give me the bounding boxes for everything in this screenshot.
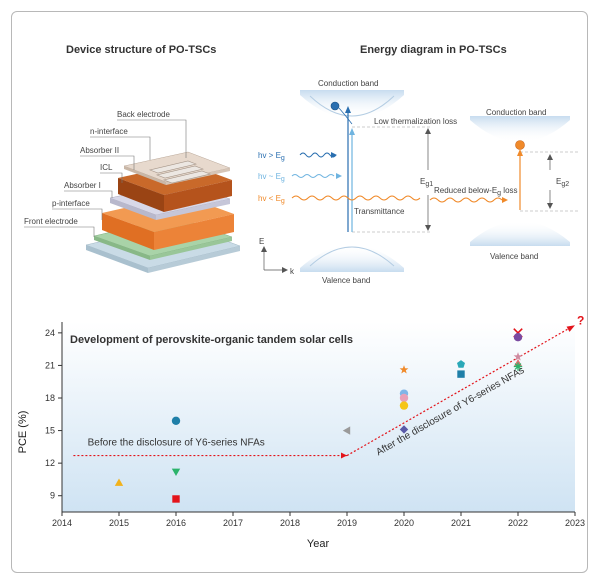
hv-greater-label: hv > Eg <box>258 151 285 162</box>
eg1-label: Eg1 <box>420 177 433 188</box>
label-icl: ICL <box>100 163 113 172</box>
x-tick-label: 2019 <box>337 518 357 528</box>
data-point-diamond <box>399 425 409 434</box>
x-tick-label: 2023 <box>565 518 585 528</box>
right-valence-band <box>470 221 570 246</box>
y-tick-label: 18 <box>45 393 55 403</box>
right-conduction-band <box>470 116 570 142</box>
label-n-interface: n-interface <box>90 127 128 136</box>
device-stack <box>85 151 241 273</box>
vb-left-label: Valence band <box>322 276 370 285</box>
x-tick-label: 2017 <box>223 518 243 528</box>
x-tick-label: 2018 <box>280 518 300 528</box>
data-point-circle <box>399 401 409 410</box>
data-point-circle <box>513 333 523 342</box>
label-p-interface: p-interface <box>52 199 90 208</box>
energy-title: Energy diagram in PO-TSCs <box>360 44 507 56</box>
electron-hot <box>330 101 340 111</box>
data-point-pentagon <box>457 360 465 368</box>
low-thermalization-label: Low thermalization loss <box>374 117 457 126</box>
x-tick-label: 2022 <box>508 518 528 528</box>
upper-panels: Back electrode n-interface Absorber II I… <box>24 79 580 285</box>
x-tick-label: 2020 <box>394 518 414 528</box>
data-point-triangle-left <box>342 426 351 435</box>
data-point-triangle-down <box>171 468 181 477</box>
label-absorber-i: Absorber I <box>64 181 101 190</box>
y-tick-label: 15 <box>45 426 55 436</box>
eg2-label: Eg2 <box>556 177 569 188</box>
left-conduction-band <box>300 90 404 119</box>
trend-after-line <box>346 326 572 457</box>
hv-approx-label: hv ~ Eg <box>258 172 285 183</box>
data-point-triangle-up <box>114 478 124 486</box>
data-point-star <box>399 365 409 374</box>
y-axis-label: PCE (%) <box>17 411 29 454</box>
cb-right-label: Conduction band <box>486 108 547 117</box>
left-valence-band <box>300 245 404 272</box>
x-tick-label: 2021 <box>451 518 471 528</box>
plot-background <box>62 322 575 512</box>
x-tick-label: 2016 <box>166 518 186 528</box>
y-tick-label: 24 <box>45 328 55 338</box>
data-point-square <box>457 370 465 378</box>
data-points <box>114 328 523 503</box>
axis-e-label: E <box>259 237 264 246</box>
chart-title: Development of perovskite-organic tandem… <box>70 334 353 346</box>
label-back-electrode: Back electrode <box>117 110 170 119</box>
data-point-circle <box>171 416 181 425</box>
y-tick-label: 21 <box>45 360 55 370</box>
x-tick-label: 2014 <box>52 518 72 528</box>
x-tick-label: 2015 <box>109 518 129 528</box>
axis-k-label: k <box>290 267 295 276</box>
hv-less-label: hv < Eg <box>258 194 285 205</box>
device-title: Device structure of PO-TSCs <box>66 44 217 56</box>
question-mark: ? <box>577 313 584 327</box>
data-point-star <box>513 352 523 361</box>
reduced-loss-label: Reduced below-Eg loss <box>434 186 518 197</box>
cb-left-label: Conduction band <box>318 79 379 88</box>
trend-after-arrow <box>566 325 575 332</box>
trend-lines <box>73 325 575 459</box>
label-absorber-ii: Absorber II <box>80 146 119 155</box>
trend-before-arrow <box>341 452 347 459</box>
x-axis-label: Year <box>307 538 330 550</box>
data-point-square <box>172 495 180 503</box>
chart-axes: 2014 2015 2016 2017 2018 2019 2020 2021 2022 2023… <box>45 322 585 528</box>
data-point-asterisk <box>513 362 523 371</box>
y-tick-label: 9 <box>50 491 55 501</box>
before-annotation: Before the disclosure of Y6-series NFAs <box>88 438 265 449</box>
transmittance-label: Transmittance <box>354 207 405 216</box>
label-front-electrode: Front electrode <box>24 217 78 226</box>
vb-right-label: Valence band <box>490 252 538 261</box>
y-tick-label: 12 <box>45 458 55 468</box>
energy-diagram <box>261 90 580 273</box>
data-point-circle <box>399 393 409 403</box>
